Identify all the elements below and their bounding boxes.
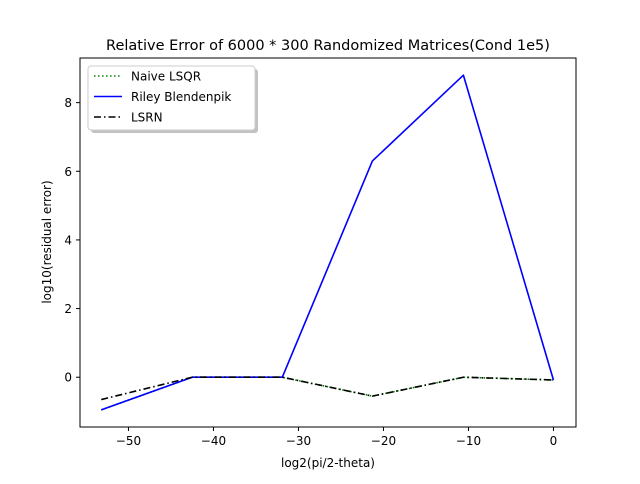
x-tick-label: 0: [550, 434, 558, 448]
x-tick-label: −10: [456, 434, 481, 448]
series-lines: [100, 74, 555, 411]
y-tick-label: 2: [64, 302, 72, 316]
y-tick-label: 8: [64, 96, 72, 110]
legend-box: [87, 65, 256, 131]
x-axis-label: log2(pi/2-theta): [281, 456, 375, 470]
series-line-riley-blendenpik: [100, 74, 555, 411]
x-tick-label: −20: [371, 434, 396, 448]
legend-label: Naive LSQR: [131, 70, 201, 84]
y-tick-label: 4: [64, 233, 72, 247]
legend-items: Naive LSQR Riley Blendenpik LSRN: [94, 70, 231, 125]
series-line-lsrn: [101, 376, 554, 401]
x-tick-label: −40: [201, 434, 226, 448]
y-axis-label: log10(residual error): [40, 180, 54, 303]
chart-title: Relative Error of 6000 * 300 Randomized …: [106, 38, 550, 54]
x-tick-label: −50: [116, 434, 141, 448]
x-axis-ticks: −50 −40 −30 −20 −10 0: [116, 427, 558, 448]
x-tick-label: −30: [286, 434, 311, 448]
legend-label: LSRN: [131, 111, 163, 125]
y-axis-ticks: 0 2 4 6 8: [64, 96, 80, 385]
y-tick-label: 0: [64, 371, 72, 385]
legend: Naive LSQR Riley Blendenpik LSRN: [87, 65, 258, 133]
legend-label: Riley Blendenpik: [131, 90, 231, 104]
y-tick-label: 6: [64, 165, 72, 179]
